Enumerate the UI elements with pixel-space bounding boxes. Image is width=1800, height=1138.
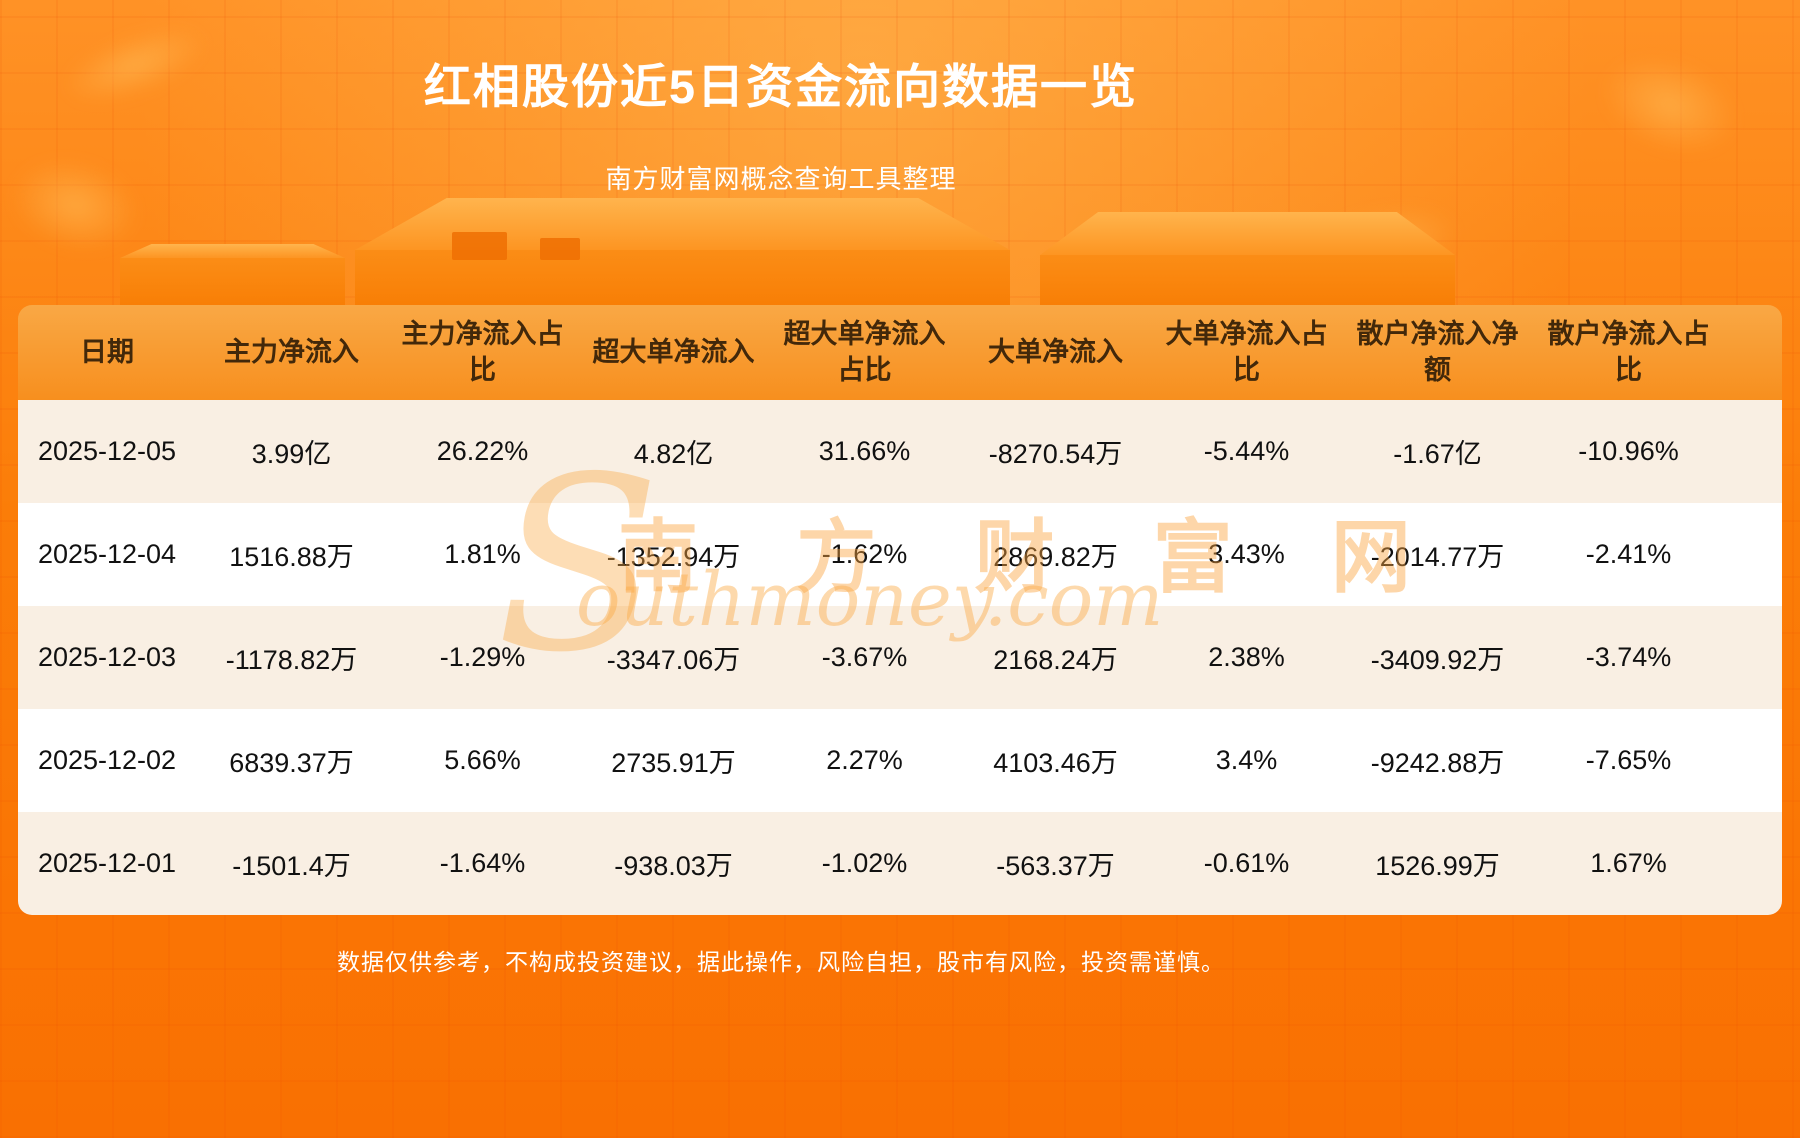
decor-cube-1 [452, 232, 507, 260]
fund-flow-table: 日期 主力净流入 主力净流入占比 超大单净流入 超大单净流入占比 大单净流入 大单净流入占比… [18, 305, 1782, 915]
table-cell: -563.37万 [960, 812, 1151, 915]
table-cell: -1178.82万 [196, 606, 387, 709]
table-cell: -1.29% [387, 606, 578, 709]
table-cell: -3347.06万 [578, 606, 769, 709]
decor-right-podium-front [1040, 255, 1455, 307]
column-header: 散户净流入净额 [1342, 305, 1533, 400]
decor-cube-2 [540, 238, 580, 260]
table-cell: 2735.91万 [578, 709, 769, 812]
table-row: 2025-12-02 6839.37万 5.66% 2735.91万 2.27% 4103… [18, 709, 1782, 812]
table-container: 日期 主力净流入 主力净流入占比 超大单净流入 超大单净流入占比 大单净流入 大单净流入占比… [18, 305, 1782, 915]
column-header: 超大单净流入占比 [769, 305, 960, 400]
column-header: 散户净流入占比 [1533, 305, 1724, 400]
table-cell: 1.67% [1533, 812, 1724, 915]
header-row: 日期 主力净流入 主力净流入占比 超大单净流入 超大单净流入占比 大单净流入 大单净流入占比… [18, 305, 1782, 400]
page-header: 红相股份近5日资金流向数据一览 南方财富网概念查询工具整理 [0, 48, 1562, 196]
decor-swoosh-right [1283, 190, 1467, 305]
table-cell: -1.64% [387, 812, 578, 915]
cell-filler [1724, 709, 1782, 812]
column-header: 大单净流入占比 [1151, 305, 1342, 400]
disclaimer-text: 数据仅供参考，不构成投资建议，据此操作，风险自担，股市有风险，投资需谨慎。 [337, 949, 1225, 975]
table-cell: 2025-12-03 [18, 606, 196, 709]
cell-filler [1724, 812, 1782, 915]
table-cell: -10.96% [1533, 400, 1724, 503]
column-header: 主力净流入 [196, 305, 387, 400]
table-cell: 31.66% [769, 400, 960, 503]
table-cell: -7.65% [1533, 709, 1724, 812]
table-cell: -1501.4万 [196, 812, 387, 915]
table-cell: 4.82亿 [578, 400, 769, 503]
column-header: 超大单净流入 [578, 305, 769, 400]
decor-left-block-front [120, 258, 345, 307]
decor-left-block-top [120, 244, 345, 258]
table-cell: -1.02% [769, 812, 960, 915]
table-cell: 2869.82万 [960, 503, 1151, 606]
decor-right-podium-top [1040, 212, 1455, 255]
table-cell: -1.62% [769, 503, 960, 606]
cell-filler [1724, 400, 1782, 503]
table-cell: 1.81% [387, 503, 578, 606]
cell-filler [1724, 606, 1782, 709]
table-body: 2025-12-05 3.99亿 26.22% 4.82亿 31.66% -8270.54… [18, 400, 1782, 915]
table-cell: 2025-12-01 [18, 812, 196, 915]
column-header: 日期 [18, 305, 196, 400]
column-header: 大单净流入 [960, 305, 1151, 400]
cell-filler [1724, 503, 1782, 606]
table-row: 2025-12-01 -1501.4万 -1.64% -938.03万 -1.02% -5… [18, 812, 1782, 915]
table-cell: -8270.54万 [960, 400, 1151, 503]
table-cell: 2168.24万 [960, 606, 1151, 709]
table-cell: -2.41% [1533, 503, 1724, 606]
decor-center-podium-top [355, 198, 1010, 250]
table-cell: 3.4% [1151, 709, 1342, 812]
table-row: 2025-12-03 -1178.82万 -1.29% -3347.06万 -3.67%… [18, 606, 1782, 709]
table-cell: -3.67% [769, 606, 960, 709]
table-cell: 2025-12-05 [18, 400, 196, 503]
table-row: 2025-12-05 3.99亿 26.22% 4.82亿 31.66% -8270.54… [18, 400, 1782, 503]
table-cell: -3409.92万 [1342, 606, 1533, 709]
table-cell: -3.74% [1533, 606, 1724, 709]
table-cell: -5.44% [1151, 400, 1342, 503]
table-cell: 1516.88万 [196, 503, 387, 606]
column-header: 主力净流入占比 [387, 305, 578, 400]
table-cell: 26.22% [387, 400, 578, 503]
table-cell: -9242.88万 [1342, 709, 1533, 812]
table-cell: 2025-12-02 [18, 709, 196, 812]
table-cell: 4103.46万 [960, 709, 1151, 812]
header-filler [1724, 305, 1782, 400]
page-title: 红相股份近5日资金流向数据一览 [423, 60, 1139, 113]
table-cell: -2014.77万 [1342, 503, 1533, 606]
table-cell: -0.61% [1151, 812, 1342, 915]
table-cell: 5.66% [387, 709, 578, 812]
table-cell: 6839.37万 [196, 709, 387, 812]
table-cell: 3.99亿 [196, 400, 387, 503]
table-cell: 1526.99万 [1342, 812, 1533, 915]
table-cell: 3.43% [1151, 503, 1342, 606]
decor-swoosh-far-right [1588, 38, 1752, 172]
page-subtitle: 南方财富网概念查询工具整理 [605, 164, 957, 194]
table-cell: -1.67亿 [1342, 400, 1533, 503]
decor-center-podium-front [355, 250, 1010, 307]
table-row: 2025-12-04 1516.88万 1.81% -1352.94万 -1.62% 28… [18, 503, 1782, 606]
table-cell: -938.03万 [578, 812, 769, 915]
table-cell: 2.27% [769, 709, 960, 812]
table-cell: -1352.94万 [578, 503, 769, 606]
table-cell: 2025-12-04 [18, 503, 196, 606]
table-cell: 2.38% [1151, 606, 1342, 709]
